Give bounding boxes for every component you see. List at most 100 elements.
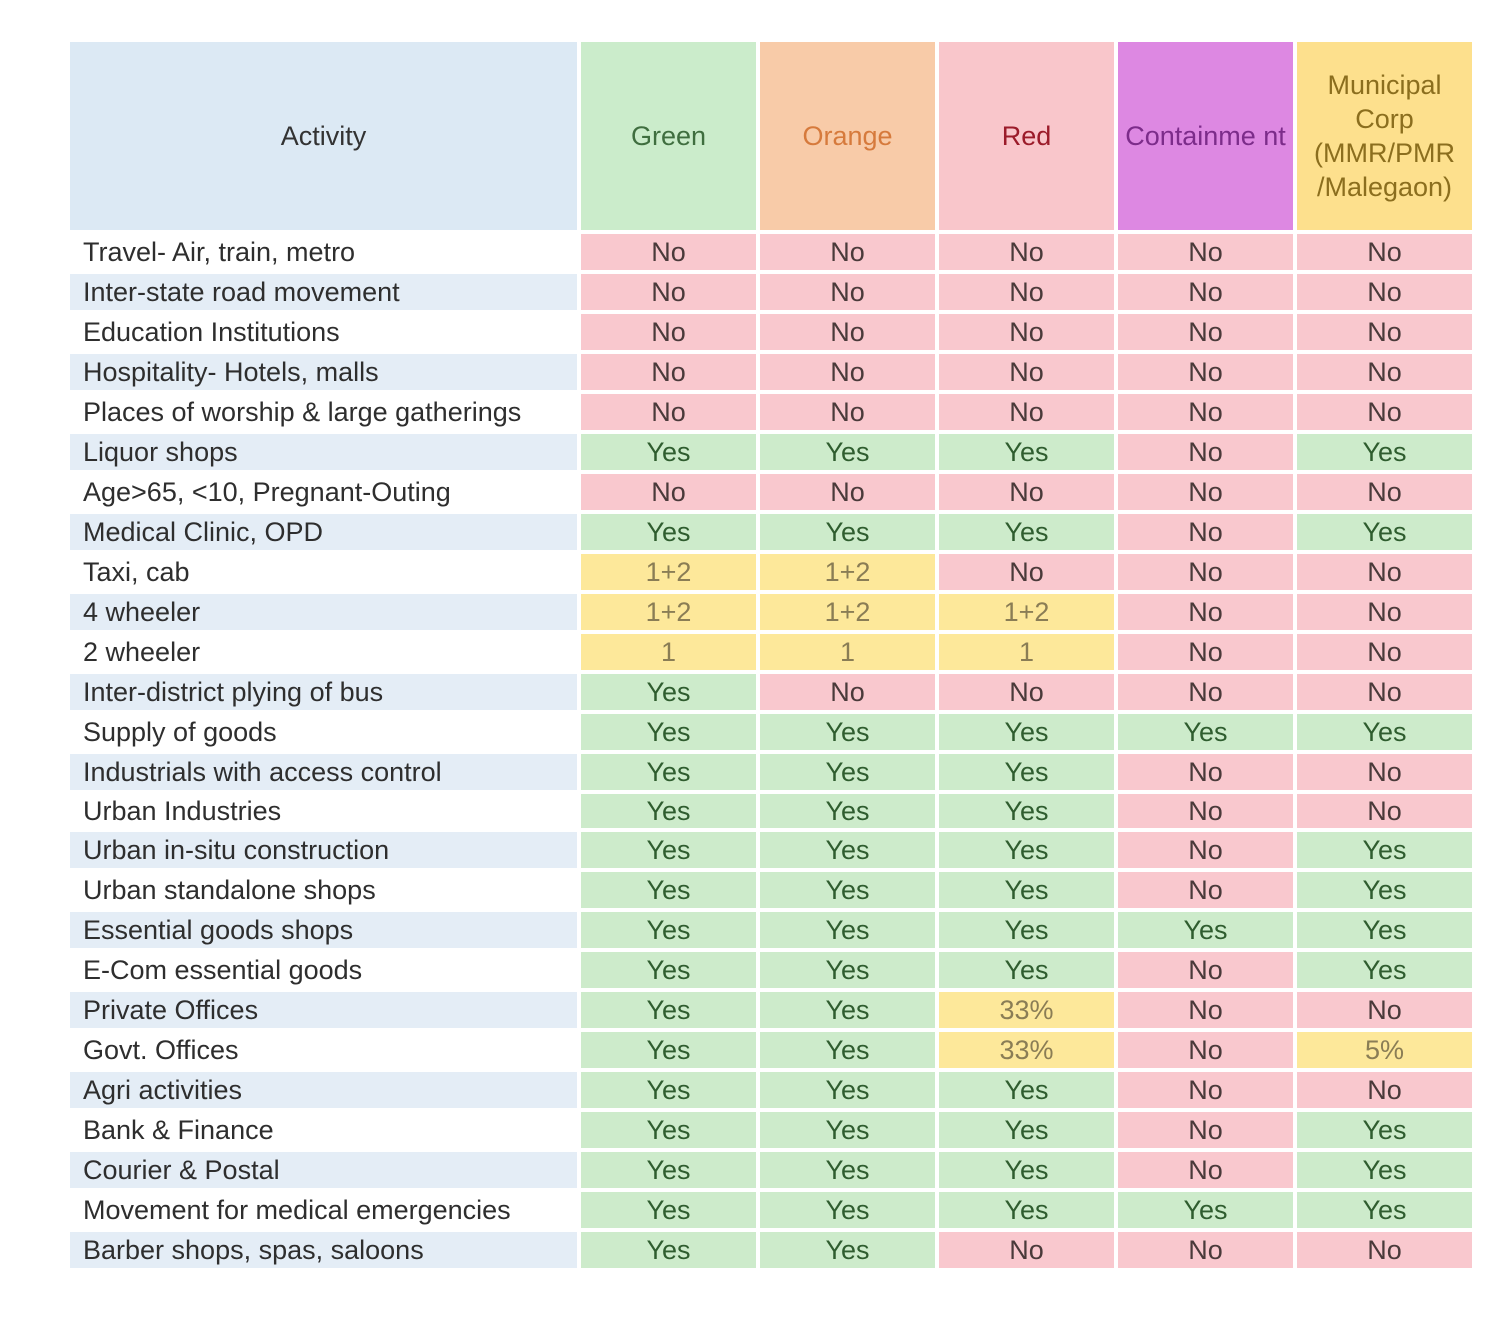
cell-orange: Yes [760,434,935,470]
cell-red: Yes [939,434,1114,470]
row-activity-label: Supply of goods [70,714,577,750]
cell-red: No [939,314,1114,350]
cell-orange: Yes [760,832,935,868]
cell-municipal: No [1297,794,1472,828]
cell-municipal: No [1297,1232,1472,1268]
cell-municipal: No [1297,274,1472,310]
table-row: E-Com essential goods Yes Yes Yes No Yes [70,952,1472,988]
table-row: Inter-district plying of bus Yes No No No No [70,674,1472,710]
cell-containment: No [1118,274,1293,310]
table-row: Places of worship & large gatherings No No… [70,394,1472,430]
cell-green: 1+2 [581,554,756,590]
row-activity-label: Urban Industries [70,794,577,828]
cell-municipal: No [1297,754,1472,790]
cell-red: Yes [939,832,1114,868]
table-row: Essential goods shops Yes Yes Yes Yes Yes [70,912,1472,948]
table-row: Liquor shops Yes Yes Yes No Yes [70,434,1472,470]
table-row: Urban Industries Yes Yes Yes No No [70,794,1472,828]
row-activity-label: E-Com essential goods [70,952,577,988]
cell-green: No [581,234,756,270]
cell-green: Yes [581,1032,756,1068]
cell-red: Yes [939,1192,1114,1228]
cell-green: Yes [581,872,756,908]
cell-containment: No [1118,754,1293,790]
table-row: Courier & Postal Yes Yes Yes No Yes [70,1152,1472,1188]
cell-red: No [939,234,1114,270]
cell-municipal: No [1297,1072,1472,1108]
cell-orange: No [760,354,935,390]
cell-municipal: No [1297,474,1472,510]
cell-green: Yes [581,1072,756,1108]
header-red: Red [939,42,1114,230]
header-activity: Activity [70,42,577,230]
cell-red: 33% [939,1032,1114,1068]
row-activity-label: Barber shops, spas, saloons [70,1232,577,1268]
cell-containment: No [1118,434,1293,470]
header-orange: Orange [760,42,935,230]
cell-green: Yes [581,1232,756,1268]
cell-orange: 1+2 [760,594,935,630]
cell-red: 33% [939,992,1114,1028]
cell-red: No [939,674,1114,710]
cell-green: 1+2 [581,594,756,630]
cell-orange: Yes [760,992,935,1028]
cell-municipal: Yes [1297,714,1472,750]
cell-containment: No [1118,794,1293,828]
cell-containment: No [1118,872,1293,908]
cell-green: Yes [581,992,756,1028]
cell-green: Yes [581,832,756,868]
table-row: Education Institutions No No No No No [70,314,1472,350]
row-activity-label: Inter-district plying of bus [70,674,577,710]
table-row: Private Offices Yes Yes 33% No No [70,992,1472,1028]
cell-orange: Yes [760,872,935,908]
cell-red: 1+2 [939,594,1114,630]
table-row: Travel- Air, train, metro No No No No No [70,234,1472,270]
table-row: Urban in-situ construction Yes Yes Yes No Yes [70,832,1472,868]
cell-municipal: No [1297,394,1472,430]
header-green: Green [581,42,756,230]
cell-municipal: No [1297,634,1472,670]
cell-orange: 1 [760,634,935,670]
row-activity-label: Movement for medical emergencies [70,1192,577,1228]
cell-municipal: No [1297,234,1472,270]
cell-containment: No [1118,514,1293,550]
cell-orange: No [760,474,935,510]
cell-red: No [939,474,1114,510]
cell-orange: Yes [760,1032,935,1068]
cell-containment: No [1118,952,1293,988]
cell-red: 1 [939,634,1114,670]
cell-red: No [939,1232,1114,1268]
table-row: Medical Clinic, OPD Yes Yes Yes No Yes [70,514,1472,550]
cell-municipal: Yes [1297,434,1472,470]
cell-orange: Yes [760,912,935,948]
cell-green: Yes [581,1112,756,1148]
table-row: Barber shops, spas, saloons Yes Yes No No No [70,1232,1472,1268]
row-activity-label: Essential goods shops [70,912,577,948]
cell-red: No [939,394,1114,430]
table-row: Movement for medical emergencies Yes Yes Ye… [70,1192,1472,1228]
header-row: Activity Green Orange Red Containme nt M… [70,42,1472,230]
cell-green: Yes [581,674,756,710]
table-row: Urban standalone shops Yes Yes Yes No Yes [70,872,1472,908]
cell-green: 1 [581,634,756,670]
table-row: Bank & Finance Yes Yes Yes No Yes [70,1112,1472,1148]
table-row: Agri activities Yes Yes Yes No No [70,1072,1472,1108]
cell-containment: No [1118,554,1293,590]
row-activity-label: Medical Clinic, OPD [70,514,577,550]
table-header: Activity Green Orange Red Containme nt M… [70,42,1472,230]
table-row: Taxi, cab 1+2 1+2 No No No [70,554,1472,590]
table-row: Age>65, <10, Pregnant-Outing No No No No No [70,474,1472,510]
cell-red: No [939,274,1114,310]
table-row: Supply of goods Yes Yes Yes Yes Yes [70,714,1472,750]
row-activity-label: Places of worship & large gatherings [70,394,577,430]
cell-orange: No [760,674,935,710]
cell-orange: Yes [760,1112,935,1148]
cell-green: Yes [581,754,756,790]
cell-containment: No [1118,354,1293,390]
cell-containment: No [1118,832,1293,868]
table-row: 4 wheeler 1+2 1+2 1+2 No No [70,594,1472,630]
cell-containment: No [1118,634,1293,670]
row-activity-label: Taxi, cab [70,554,577,590]
cell-green: No [581,274,756,310]
cell-municipal: Yes [1297,832,1472,868]
